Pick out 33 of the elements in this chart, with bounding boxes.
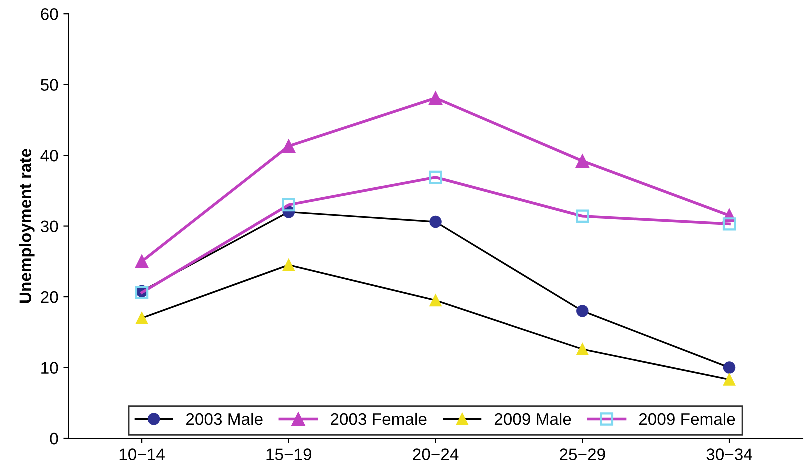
- legend-label: 2003 Male: [186, 412, 263, 426]
- point: [723, 374, 736, 386]
- point: [576, 210, 590, 223]
- point: [282, 140, 296, 154]
- y-tick-label: 0: [50, 432, 58, 445]
- point: [135, 254, 149, 268]
- point: [722, 218, 736, 231]
- point: [430, 294, 442, 307]
- y-tick-label: 20: [41, 291, 58, 304]
- x-tick-label: 10−14: [120, 448, 165, 460]
- x-tick-label: 25−29: [560, 448, 606, 460]
- x-tick-label: 30−34: [706, 448, 752, 460]
- y-tick-label: 40: [40, 150, 58, 162]
- point: [723, 362, 736, 374]
- point: [576, 343, 589, 356]
- legend-label: 2003 Female: [331, 412, 427, 426]
- y-tick-label: 60: [41, 8, 58, 20]
- point: [576, 154, 590, 168]
- point: [136, 312, 148, 324]
- legend-label: 2009 Male: [494, 412, 572, 426]
- point: [429, 170, 442, 184]
- point: [430, 216, 442, 228]
- y-tick-label: 50: [41, 79, 58, 92]
- x-tick-label: 15−19: [266, 448, 312, 460]
- point: [282, 259, 296, 272]
- point: [428, 91, 443, 106]
- y-axis-title: Unemployment rate: [19, 149, 35, 304]
- x-tick-label: 20−24: [413, 448, 459, 460]
- y-tick-label: 10: [42, 362, 58, 374]
- y-tick-label: 30: [40, 220, 58, 232]
- legend-label: 2009 Female: [639, 412, 736, 426]
- point: [576, 305, 589, 318]
- point: [282, 198, 296, 212]
